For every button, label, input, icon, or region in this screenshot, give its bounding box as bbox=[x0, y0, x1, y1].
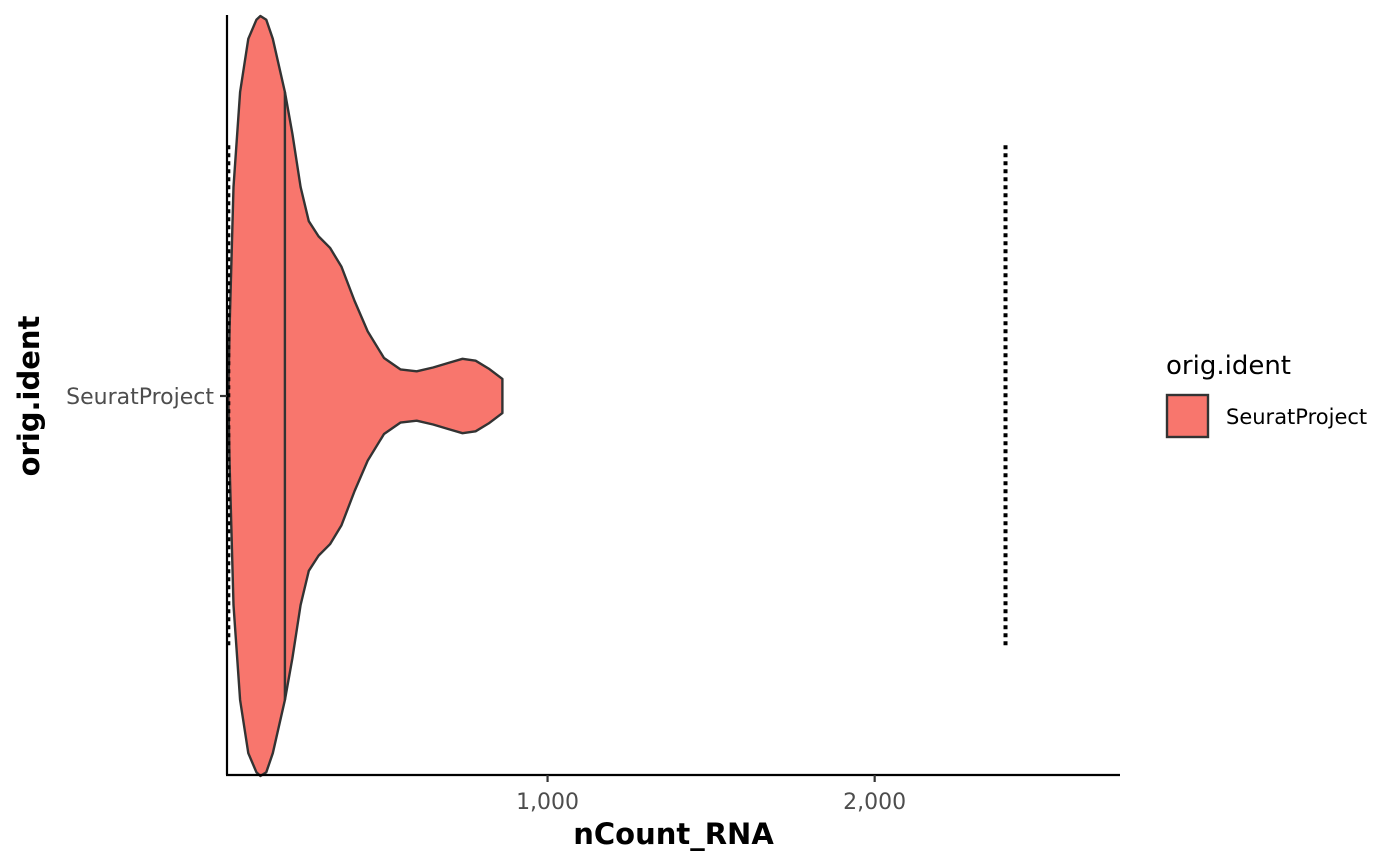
x-axis-title: nCount_RNA bbox=[573, 817, 774, 851]
reference-lines bbox=[226, 145, 1008, 647]
x-tick-label: 1,000 bbox=[516, 790, 579, 815]
legend-label: SeuratProject bbox=[1226, 405, 1367, 429]
x-tick-label: 2,000 bbox=[843, 790, 906, 815]
y-tick-label: SeuratProject bbox=[66, 385, 214, 410]
legend-swatch bbox=[1165, 393, 1210, 439]
legend-entries: SeuratProject bbox=[1165, 393, 1367, 439]
violin-layer bbox=[227, 14, 504, 778]
legend-title: orig.ident bbox=[1166, 351, 1291, 381]
y-axis-title: orig.ident bbox=[12, 315, 46, 476]
y-axis-ticks: SeuratProject bbox=[66, 385, 227, 410]
x-axis-ticks: 1,000 2,000 bbox=[516, 775, 906, 815]
legend: orig.ident SeuratProject bbox=[1165, 351, 1367, 439]
violin-body bbox=[227, 14, 504, 778]
